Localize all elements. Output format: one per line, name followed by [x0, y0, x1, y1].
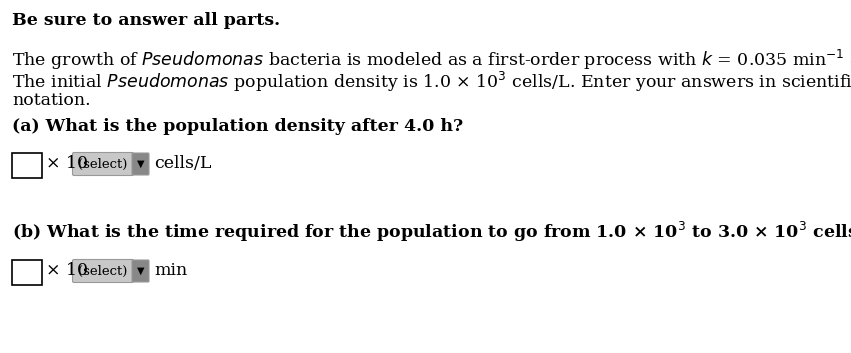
FancyBboxPatch shape	[72, 259, 134, 282]
Text: (select): (select)	[78, 157, 128, 170]
Text: cells/L: cells/L	[154, 155, 211, 172]
Text: Be sure to answer all parts.: Be sure to answer all parts.	[12, 12, 280, 29]
Text: min: min	[154, 262, 187, 279]
Bar	[12, 260, 42, 285]
Bar	[12, 153, 42, 178]
Text: (select): (select)	[78, 264, 128, 277]
FancyBboxPatch shape	[72, 152, 134, 175]
Text: ▼: ▼	[137, 159, 145, 169]
Text: The initial $\it{Pseudomonas}$ population density is 1.0 × 10$^{3}$ cells/L. Ent: The initial $\it{Pseudomonas}$ populatio…	[12, 70, 851, 94]
Text: (b) What is the time required for the population to go from 1.0 × 10$^{3}$ to 3.: (b) What is the time required for the po…	[12, 220, 851, 244]
Text: (a) What is the population density after 4.0 h?: (a) What is the population density after…	[12, 118, 463, 135]
Text: × 10: × 10	[46, 155, 88, 172]
Text: notation.: notation.	[12, 92, 90, 109]
Text: × 10: × 10	[46, 262, 88, 279]
FancyBboxPatch shape	[132, 260, 149, 282]
FancyBboxPatch shape	[132, 153, 149, 175]
Text: ▼: ▼	[137, 266, 145, 276]
Text: The growth of $\it{Pseudomonas}$ bacteria is modeled as a first-order process wi: The growth of $\it{Pseudomonas}$ bacteri…	[12, 48, 851, 72]
